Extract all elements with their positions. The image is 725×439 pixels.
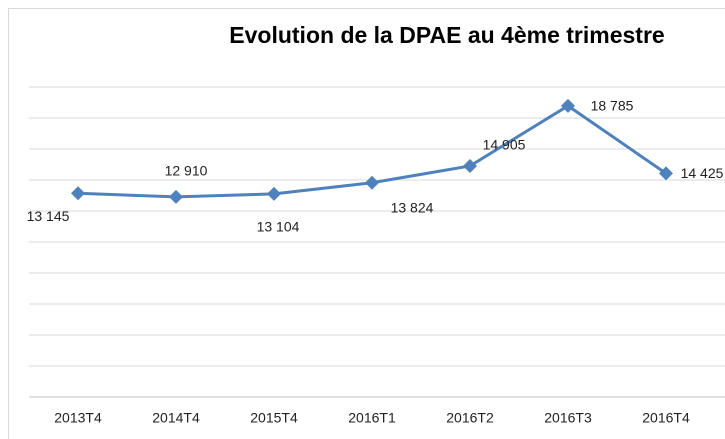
x-tick-label: 2013T4: [54, 410, 102, 426]
data-label: 13 824: [391, 199, 434, 215]
data-label: 14 905: [483, 137, 526, 153]
chart-title: Evolution de la DPAE au 4ème trimestre: [229, 22, 664, 48]
x-tick-label: 2015T4: [250, 410, 298, 426]
marker: [169, 189, 183, 204]
marker: [267, 186, 281, 201]
x-tick-label: 2014T4: [152, 410, 200, 426]
data-label: 12 910: [165, 163, 208, 179]
data-label: 13 104: [257, 219, 300, 235]
x-tick-label: 2016T1: [348, 410, 396, 426]
marker: [365, 175, 379, 190]
marker: [561, 98, 575, 113]
data-label: 13 145: [27, 208, 70, 224]
x-tick-label: 2016T2: [446, 410, 494, 426]
chart-frame: [8, 8, 725, 439]
data-label: 14 425: [681, 165, 724, 181]
x-tick-label: 2016T4: [642, 410, 690, 426]
x-tick-label: 2016T3: [544, 410, 592, 426]
marker: [463, 158, 477, 173]
marker: [659, 166, 673, 181]
marker: [71, 186, 85, 201]
data-label: 18 785: [591, 98, 634, 114]
